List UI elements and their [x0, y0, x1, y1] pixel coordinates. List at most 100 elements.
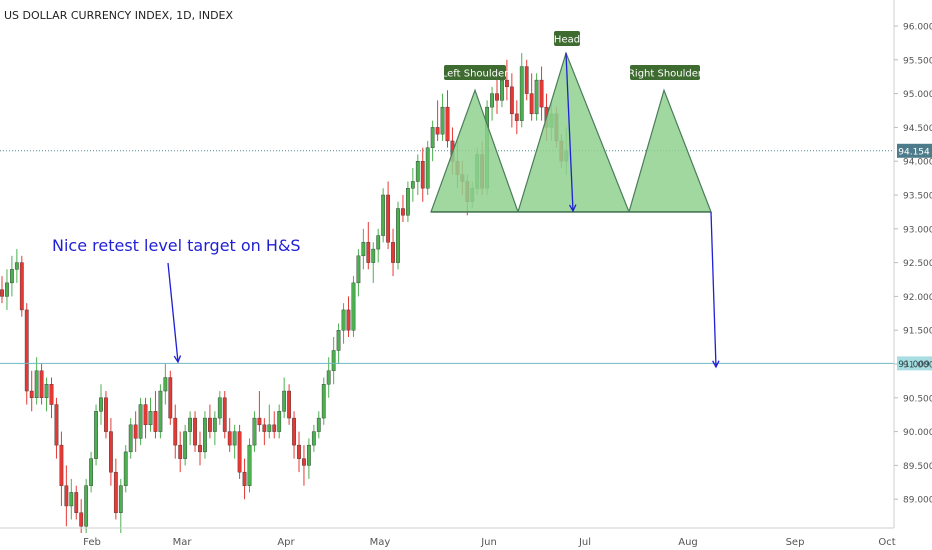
candle-body: [14, 262, 19, 270]
candle-body: [366, 242, 371, 263]
right-shoulder-tag: [630, 65, 700, 80]
candle-body: [168, 377, 173, 419]
candle-body: [39, 370, 44, 399]
candle-body: [282, 390, 287, 412]
current-price-label: 94.154: [898, 147, 930, 157]
price-tick-label: 90.000: [903, 428, 932, 438]
candle-body: [99, 397, 103, 412]
retest-arrow: [167, 262, 179, 363]
time-axis: Feb Mar Apr May Jun Jul Aug Sep Oct: [0, 527, 896, 548]
price-tick-label: 95.500: [903, 56, 932, 66]
candle-body: [386, 194, 390, 243]
candle-body: [495, 93, 499, 101]
candle-body: [222, 397, 227, 432]
candle-body: [74, 492, 79, 513]
candle-body: [505, 79, 509, 88]
candle-body: [401, 208, 405, 216]
candle-body: [257, 417, 262, 426]
head-tag: [554, 31, 580, 46]
candle-body: [351, 282, 356, 331]
candle-body: [500, 79, 504, 101]
candle-body: [0, 289, 4, 297]
right-shoulder-label: Right Shoulder: [628, 69, 703, 80]
month-tick-label: Feb: [83, 537, 101, 548]
candle-body: [297, 444, 301, 459]
candle-body: [539, 79, 544, 108]
candle-body: [217, 397, 222, 419]
candle-body: [391, 242, 395, 263]
candle-body: [163, 377, 168, 392]
candle-body: [272, 424, 277, 432]
target-projection-arrow-head: [712, 360, 720, 369]
candle-body: [237, 431, 242, 473]
price-tick-label: 91.000: [903, 361, 932, 371]
candle-body: [138, 404, 143, 439]
candle-body: [94, 411, 98, 459]
candle-body: [158, 390, 163, 432]
candle-body: [267, 424, 272, 432]
candle-body: [29, 390, 34, 399]
candle-body: [331, 350, 336, 371]
candle-body: [232, 431, 237, 446]
price-tick-label: 94.500: [903, 124, 932, 134]
price-tick-label: 93.000: [903, 225, 932, 235]
price-tick-label: 96.000: [903, 23, 932, 33]
candle-body: [346, 309, 351, 331]
candle-body: [302, 458, 306, 466]
head-height-arrow-head: [568, 204, 577, 213]
candle-body: [84, 485, 89, 527]
price-tick-label: 90.500: [903, 394, 932, 404]
candle-body: [425, 147, 430, 189]
candle-body: [227, 431, 232, 446]
target-projection-arrow: [710, 211, 717, 368]
candle-body: [118, 485, 123, 513]
month-tick-label: Aug: [678, 537, 698, 548]
month-tick-label: Jun: [480, 537, 497, 548]
candle-body: [356, 255, 361, 284]
candle-body: [178, 444, 183, 459]
current-price-badge: [897, 143, 932, 158]
candle-body: [183, 431, 188, 459]
price-tick-label: 94.000: [903, 158, 932, 168]
candle-body: [34, 370, 39, 399]
candle-body: [207, 417, 212, 432]
candle-body: [514, 113, 519, 121]
candle-body: [361, 242, 366, 257]
target-level-badge: [897, 356, 932, 371]
candle-body: [212, 417, 217, 432]
candle-body: [104, 397, 108, 432]
candle-body: [534, 79, 539, 115]
price-tick-label: 89.000: [903, 496, 932, 506]
candle-body: [307, 444, 311, 466]
candle-body: [203, 417, 207, 453]
month-tick-label: Mar: [173, 537, 193, 548]
retest-annotation: Nice retest level target on H&S: [52, 236, 301, 255]
head-label: Head: [554, 35, 580, 46]
candle-body: [292, 417, 296, 446]
candle-body: [188, 417, 192, 432]
left-shoulder-tag: [444, 65, 506, 80]
candle-body: [321, 384, 326, 419]
candle-body: [519, 66, 524, 121]
candle-body: [524, 66, 529, 94]
candle-body: [509, 86, 514, 115]
candle-body: [5, 282, 9, 297]
candle-body: [381, 194, 386, 236]
candle-body: [89, 458, 94, 486]
head-triangle: [517, 51, 630, 213]
candle-body: [490, 93, 494, 108]
candle-body: [49, 384, 54, 405]
candle-body: [173, 417, 178, 446]
head-height-arrow: [565, 53, 574, 212]
candle-body: [143, 404, 148, 426]
candle-body: [396, 208, 400, 263]
left-shoulder-label: Left Shoulder: [442, 69, 509, 80]
candle-body: [153, 411, 158, 432]
price-tick-label: 89.500: [903, 462, 932, 472]
candle-body: [44, 384, 49, 398]
candle-body: [326, 370, 331, 385]
candle-body: [59, 444, 64, 486]
candle-body: [529, 93, 534, 115]
candle-body: [336, 330, 341, 351]
